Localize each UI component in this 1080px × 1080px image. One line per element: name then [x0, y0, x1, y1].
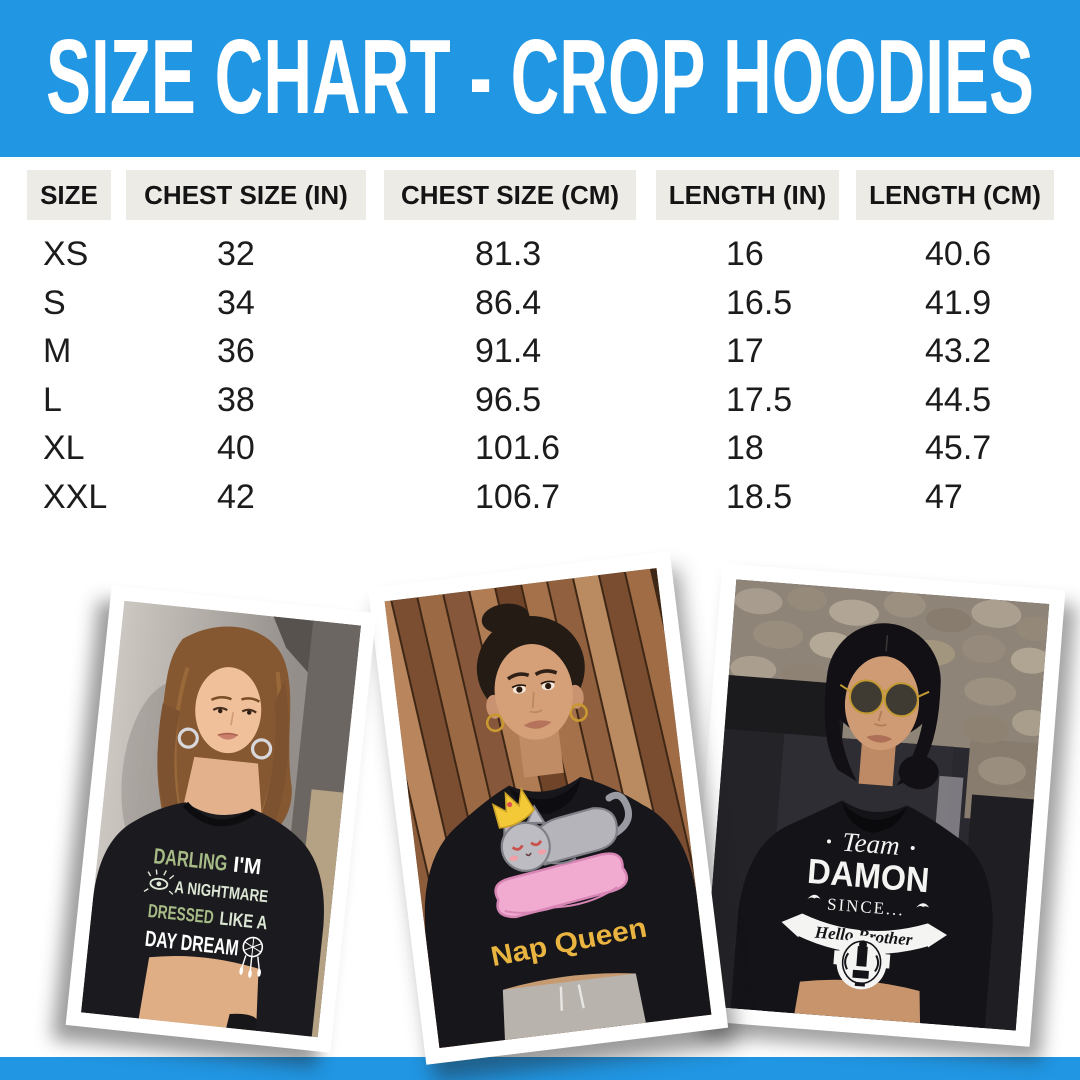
column-header-length-cm: LENGTH (CM)	[856, 170, 1054, 220]
cell-chest-in: 40	[217, 429, 255, 467]
slogan-damon: DAMON	[806, 852, 931, 900]
cell-chest-cm: 96.5	[475, 381, 542, 419]
model-face	[193, 650, 265, 754]
sweatpants	[496, 972, 648, 1041]
cell-length-in: 17.5	[726, 381, 793, 419]
cell-length-cm: 47	[925, 478, 963, 516]
cell-chest-cm: 106.7	[475, 478, 561, 516]
bottom-accent-strip	[0, 1057, 1080, 1080]
cell-size: XL	[43, 429, 85, 467]
hair-bun	[898, 755, 939, 790]
crest-emblem	[833, 935, 891, 990]
product-photo-team-damon: Team DAMON SINCE... Hello Brother	[686, 563, 1066, 1047]
cell-chest-cm: 91.4	[475, 332, 542, 370]
title-banner-svg: SIZE CHART - CROP HOODIES	[46, 18, 1034, 136]
cell-chest-in: 36	[217, 332, 255, 370]
table-row: M 36 91.4 17 43.2	[0, 332, 1080, 370]
hoodie-graphic-nap-queen: Nap Queen	[488, 786, 649, 972]
photo3-illustration: Team DAMON SINCE... Hello Brother	[702, 579, 1050, 1031]
column-header-chest-cm: CHEST SIZE (CM)	[384, 170, 636, 220]
cell-size: L	[43, 381, 62, 419]
cell-chest-in: 34	[217, 284, 255, 322]
cell-length-cm: 41.9	[925, 284, 992, 322]
hood-fold	[842, 802, 907, 833]
crown-icon	[491, 786, 536, 829]
table-row: XS 32 81.3 16 40.6	[0, 235, 1080, 273]
round-sunglasses-icon	[839, 679, 930, 718]
dark-awning	[724, 675, 847, 743]
hair-center-part	[885, 635, 889, 652]
table-row: XXL 42 106.7 18.5 47	[0, 478, 1080, 516]
cell-length-in: 18	[726, 429, 764, 467]
photo2-illustration: Nap Queen	[384, 567, 712, 1049]
cell-length-in: 17	[726, 332, 764, 370]
cell-chest-in: 42	[217, 478, 255, 516]
pillow-illustration	[494, 852, 629, 919]
hoop-earring-icon	[250, 738, 273, 760]
cell-length-cm: 40.6	[925, 235, 992, 273]
table-row: L 38 96.5 17.5 44.5	[0, 381, 1080, 419]
crop-hoodie	[424, 776, 712, 1049]
slogan-likea: LIKE A	[218, 908, 268, 934]
cell-chest-in: 32	[217, 235, 255, 273]
cell-length-in: 16.5	[726, 284, 793, 322]
slogan-team: Team	[841, 827, 901, 861]
cat-closed-eye	[530, 840, 543, 847]
column-header-chest-in: CHEST SIZE (IN)	[126, 170, 366, 220]
cell-size: XXL	[43, 478, 108, 516]
gold-hoop-earring-icon	[569, 703, 588, 722]
eye-icon	[143, 869, 175, 895]
page-title: SIZE CHART - CROP HOODIES	[46, 18, 1034, 136]
product-photo-nap-queen: Nap Queen	[367, 551, 729, 1065]
model-face	[493, 626, 573, 740]
cell-size: XS	[43, 235, 89, 273]
cell-length-cm: 43.2	[925, 332, 992, 370]
cell-chest-cm: 86.4	[475, 284, 542, 322]
cell-chest-cm: 81.3	[475, 235, 542, 273]
cell-length-cm: 44.5	[925, 381, 992, 419]
table-row: XL 40 101.6 18 45.7	[0, 429, 1080, 467]
midriff	[138, 942, 268, 1032]
cell-size: S	[43, 284, 66, 322]
cell-length-cm: 45.7	[925, 429, 992, 467]
cell-size: M	[43, 332, 72, 370]
drawstring	[559, 984, 585, 1011]
bird-icon	[807, 894, 930, 908]
product-photo-darling-daydream: DARLING I'M A NIGHTMARE DRESSED LIKE A D…	[65, 585, 377, 1053]
gold-hoop-earring-icon	[485, 713, 505, 733]
photo1-illustration: DARLING I'M A NIGHTMARE DRESSED LIKE A D…	[81, 600, 361, 1038]
hood-fold	[182, 801, 256, 827]
column-header-length-in: LENGTH (IN)	[656, 170, 839, 220]
title-banner: SIZE CHART - CROP HOODIES	[0, 0, 1080, 157]
table-row: S 34 86.4 16.5 41.9	[0, 284, 1080, 322]
cell-length-in: 16	[726, 235, 764, 273]
dreamcatcher-icon	[239, 936, 264, 978]
cell-chest-cm: 101.6	[475, 429, 561, 467]
crop-hoodie	[81, 802, 324, 1037]
slogan-im: I'M	[232, 852, 262, 880]
hoop-earring-icon	[177, 727, 199, 749]
cell-length-in: 18.5	[726, 478, 793, 516]
cell-chest-in: 38	[217, 381, 255, 419]
crop-hoodie	[730, 800, 993, 1029]
column-header-size: SIZE	[27, 170, 111, 220]
cat-tail	[605, 791, 632, 839]
cat-closed-eye	[511, 844, 524, 851]
